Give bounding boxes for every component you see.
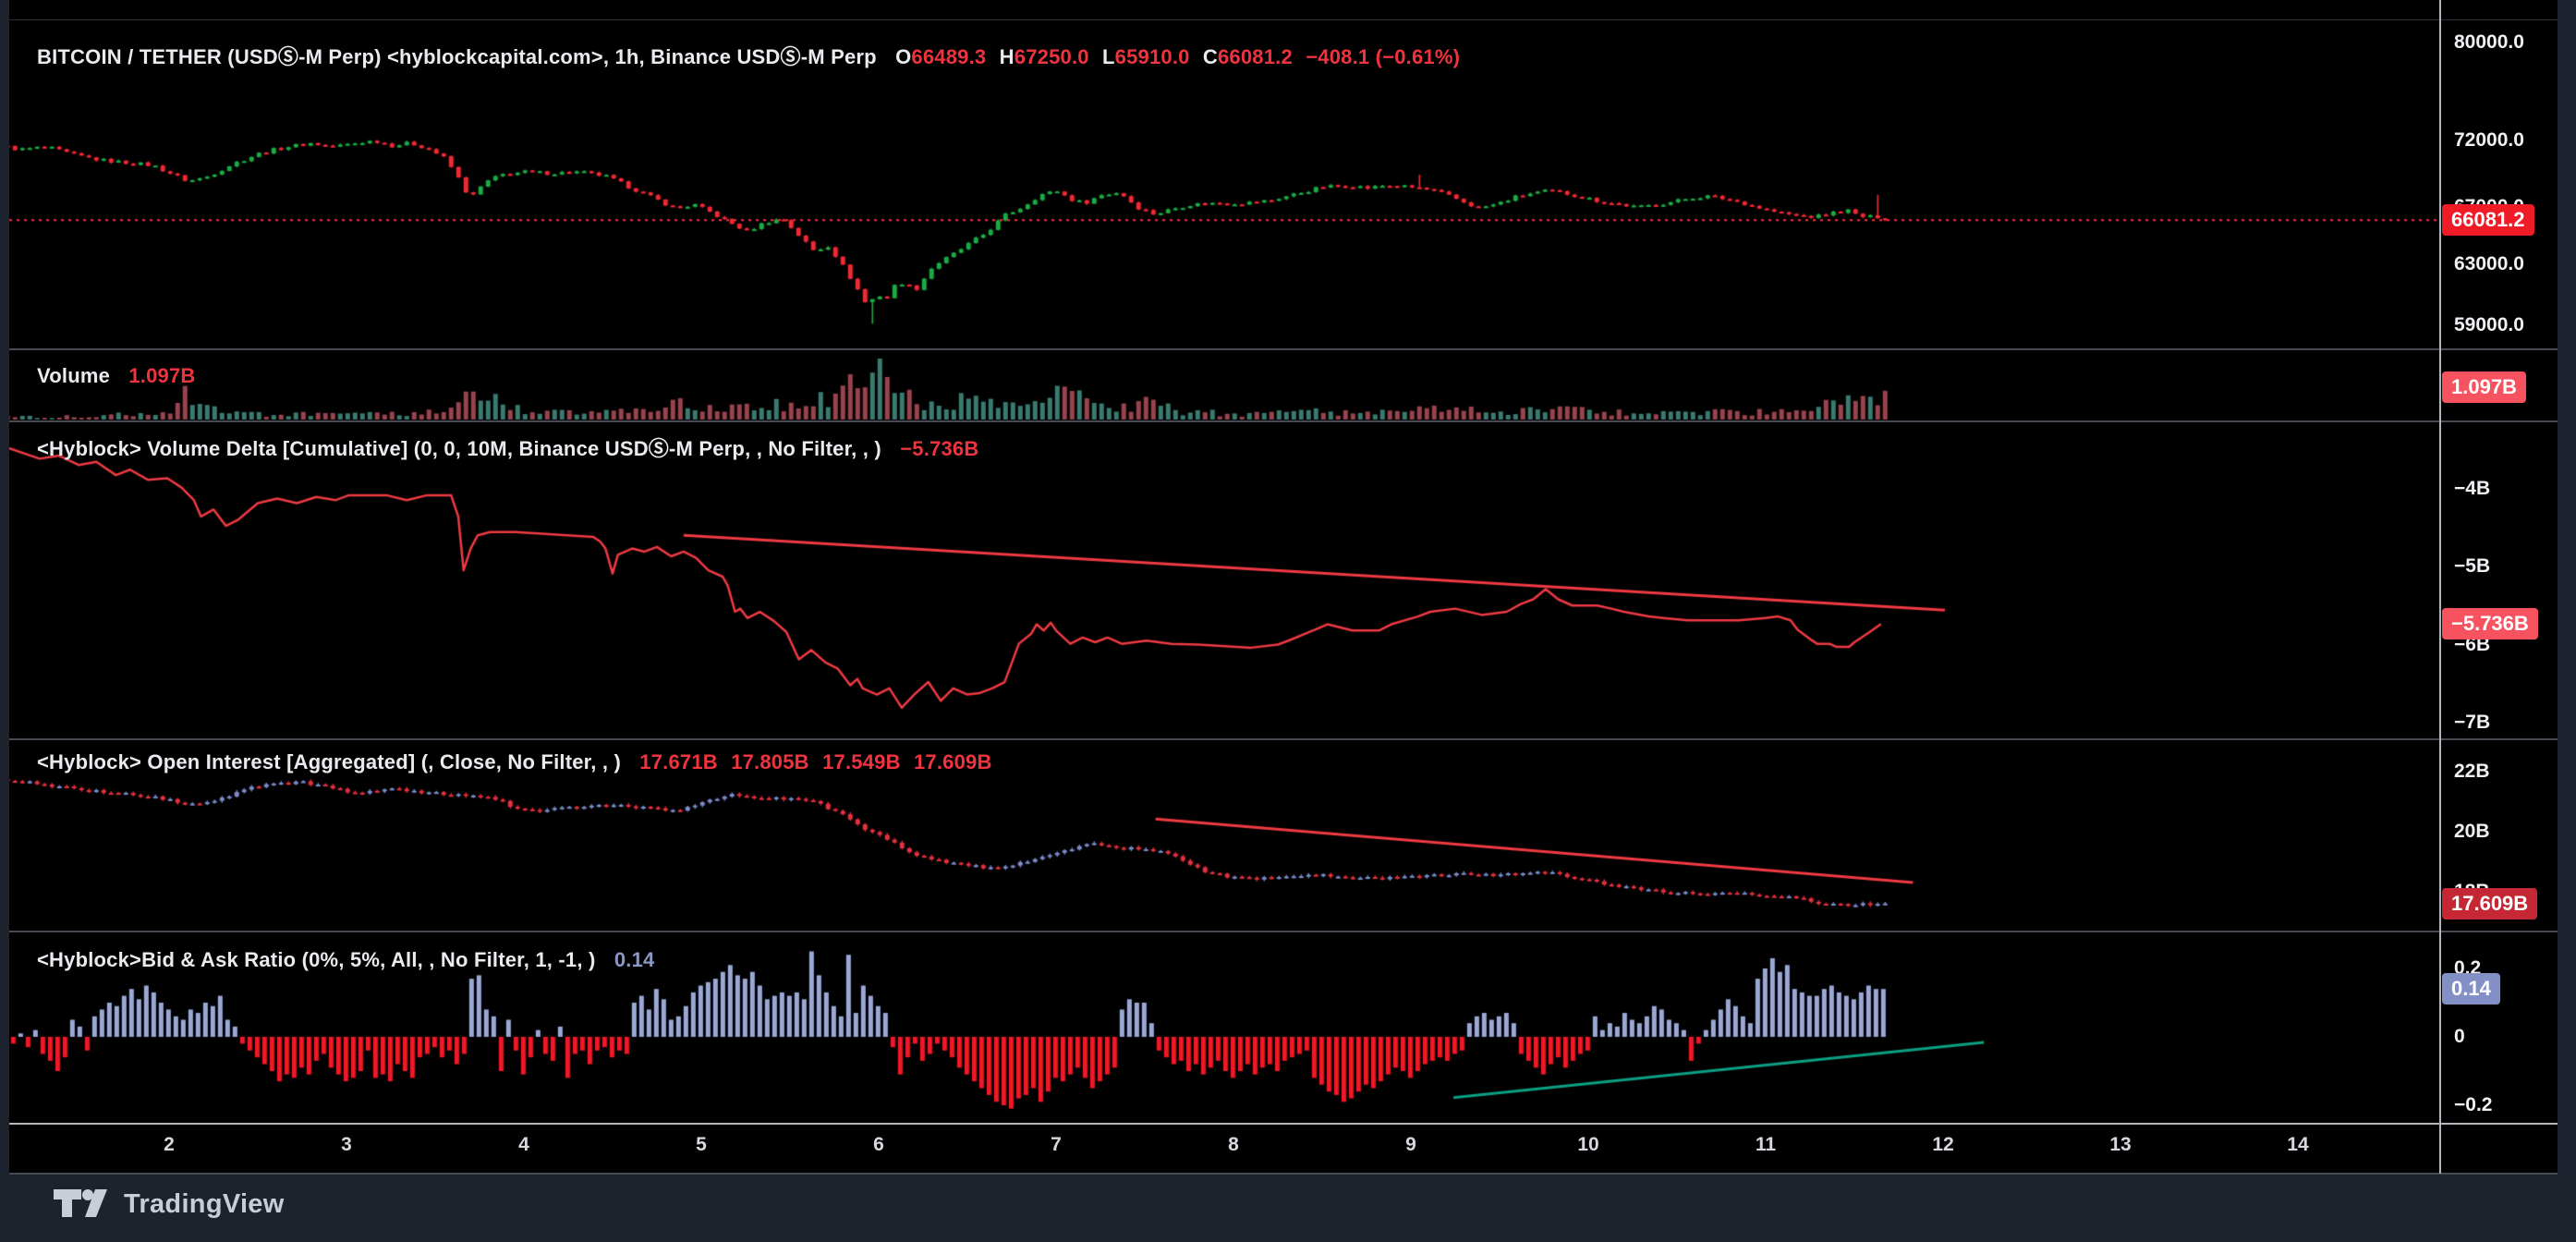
oi-axis-tick: 20B — [2454, 821, 2490, 842]
ohlc-open-value: 66489.3 — [911, 45, 987, 68]
open-interest-label[interactable]: <Hyblock> Open Interest [Aggregated] (, … — [37, 750, 621, 773]
time-axis-label-2: 2 — [164, 1134, 175, 1155]
delta-axis-tick: −7B — [2454, 712, 2491, 733]
main-legend: BITCOIN / TETHER (USDⓈ-M Perp) <hyblockc… — [37, 41, 1460, 70]
time-axis-label-10: 10 — [1577, 1134, 1599, 1155]
open-interest-value-4: 17.609B — [913, 750, 992, 773]
ohlc-close-label: C — [1202, 45, 1218, 68]
time-axis-label-5: 5 — [696, 1134, 707, 1155]
last-price-label: 66081.2 — [2442, 204, 2534, 237]
time-axis-label-14: 14 — [2287, 1134, 2309, 1155]
price-axis-tick: 72000.0 — [2454, 129, 2524, 151]
time-axis-label-12: 12 — [1932, 1134, 1954, 1155]
time-axis-label-3: 3 — [341, 1134, 352, 1155]
pane-divider-volume-delta[interactable] — [0, 420, 2558, 422]
pane-divider-oi-bidask[interactable] — [0, 931, 2558, 932]
delta-value-label: −5.736B — [2442, 608, 2538, 640]
volume-legend: Volume 1.097B — [37, 364, 196, 388]
pane-divider-delta-oi[interactable] — [0, 738, 2558, 740]
left-frame-strip — [0, 0, 9, 1175]
open-interest-legend: <Hyblock> Open Interest [Aggregated] (, … — [37, 750, 992, 774]
volume-value-label: 1.097B — [2442, 371, 2526, 404]
time-axis-label-11: 11 — [1755, 1134, 1777, 1155]
price-scale-border — [2439, 0, 2441, 1174]
time-axis-separator — [0, 1123, 2558, 1125]
time-axis-bottom-border — [0, 1173, 2558, 1175]
symbol-title[interactable]: BITCOIN / TETHER (USDⓈ-M Perp) <hyblockc… — [37, 45, 877, 68]
tradingview-brand-text[interactable]: TradingView — [124, 1189, 285, 1219]
pane-top-border — [0, 19, 2558, 20]
volume-delta-label[interactable]: <Hyblock> Volume Delta [Cumulative] (0, … — [37, 437, 881, 460]
oi-axis-tick: 22B — [2454, 761, 2490, 782]
volume-label[interactable]: Volume — [37, 364, 111, 387]
bidask-axis-tick: 0 — [2454, 1026, 2465, 1047]
open-interest-value-2: 17.805B — [731, 750, 809, 773]
volume-value: 1.097B — [128, 364, 196, 387]
ohlc-close-value: 66081.2 — [1218, 45, 1293, 68]
time-axis-label-13: 13 — [2109, 1134, 2132, 1155]
footer-bar: TradingView — [0, 1175, 2576, 1242]
ohlc-high-value: 67250.0 — [1014, 45, 1089, 68]
pane-divider-price-volume[interactable] — [0, 348, 2558, 350]
time-axis-label-6: 6 — [873, 1134, 884, 1155]
tradingview-logo-icon[interactable] — [54, 1189, 111, 1228]
time-axis-label-7: 7 — [1051, 1134, 1062, 1155]
oi-value-label: 17.609B — [2442, 887, 2538, 919]
volume-delta-value: −5.736B — [900, 437, 979, 460]
ohlc-low-value: 65910.0 — [1114, 45, 1190, 68]
bid-ask-value: 0.14 — [614, 948, 655, 971]
open-interest-value-1: 17.671B — [639, 750, 718, 773]
delta-axis-tick: −4B — [2454, 477, 2491, 499]
delta-axis-tick: −5B — [2454, 555, 2491, 577]
right-frame-strip — [2558, 0, 2576, 1175]
time-axis-label-8: 8 — [1228, 1134, 1239, 1155]
time-axis-label-4: 4 — [518, 1134, 529, 1155]
volume-delta-legend: <Hyblock> Volume Delta [Cumulative] (0, … — [37, 432, 978, 462]
ohlc-open-label: O — [895, 45, 912, 68]
price-axis-tick: 80000.0 — [2454, 31, 2524, 54]
time-axis-label-9: 9 — [1405, 1134, 1416, 1155]
bid-ask-label[interactable]: <Hyblock>Bid & Ask Ratio (0%, 5%, All, ,… — [37, 948, 596, 971]
change-value: −408.1 (−0.61%) — [1306, 45, 1461, 68]
bidask-value-label: 0.14 — [2442, 973, 2500, 1005]
ohlc-low-label: L — [1102, 45, 1115, 68]
bidask-axis-tick: −0.2 — [2454, 1094, 2493, 1115]
ohlc-high-label: H — [999, 45, 1015, 68]
price-axis-tick: 59000.0 — [2454, 314, 2524, 336]
price-axis-tick: 63000.0 — [2454, 253, 2524, 275]
bid-ask-legend: <Hyblock>Bid & Ask Ratio (0%, 5%, All, ,… — [37, 948, 654, 972]
open-interest-value-3: 17.549B — [822, 750, 901, 773]
